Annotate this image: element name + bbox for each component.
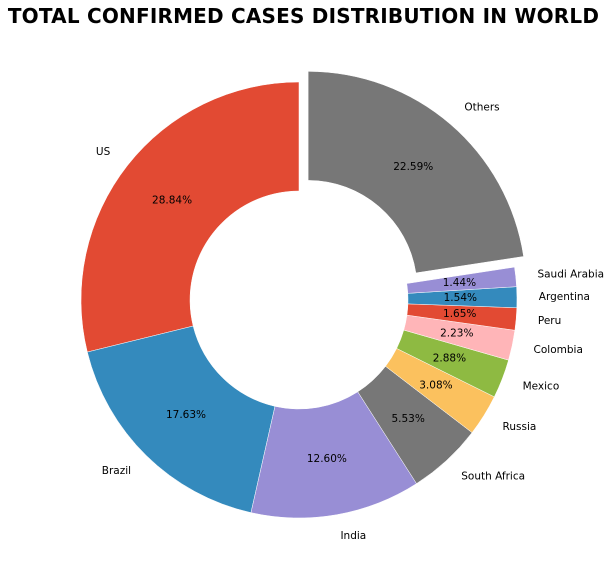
pct-label-south-africa: 5.53% [391,413,424,425]
label-us: US [96,146,111,158]
label-argentina: Argentina [539,291,590,303]
slice-saudi-arabia [406,266,517,294]
label-south-africa: South Africa [461,471,525,483]
label-saudi-arabia: Saudi Arabia [537,269,604,281]
pie-slices [80,71,524,519]
label-mexico: Mexico [523,381,560,393]
label-india: India [340,530,366,542]
pct-label-peru: 1.65% [443,308,476,320]
pct-label-saudi-arabia: 1.44% [443,277,476,289]
chart-title: TOTAL CONFIRMED CASES DISTRIBUTION IN WO… [7,4,600,28]
slice-others [307,71,524,274]
pct-label-argentina: 1.54% [444,292,477,304]
label-others: Others [464,101,499,113]
pct-label-india: 12.60% [307,453,347,465]
pct-label-us: 28.84% [152,194,192,206]
pct-label-brazil: 17.63% [166,409,206,421]
pct-label-mexico: 2.88% [433,352,466,364]
slice-brazil [87,325,276,513]
pie-labels: US 28.84% Brazil 17.63% India 12.60% South Afr… [96,101,604,542]
pct-label-others: 22.59% [393,161,433,173]
pct-label-russia: 3.08% [419,379,452,391]
pct-label-colombia: 2.23% [440,328,473,340]
slice-india [250,391,417,519]
label-peru: Peru [538,315,561,327]
slice-us [80,81,300,353]
label-russia: Russia [503,421,537,433]
label-colombia: Colombia [534,344,583,356]
label-brazil: Brazil [102,465,131,477]
